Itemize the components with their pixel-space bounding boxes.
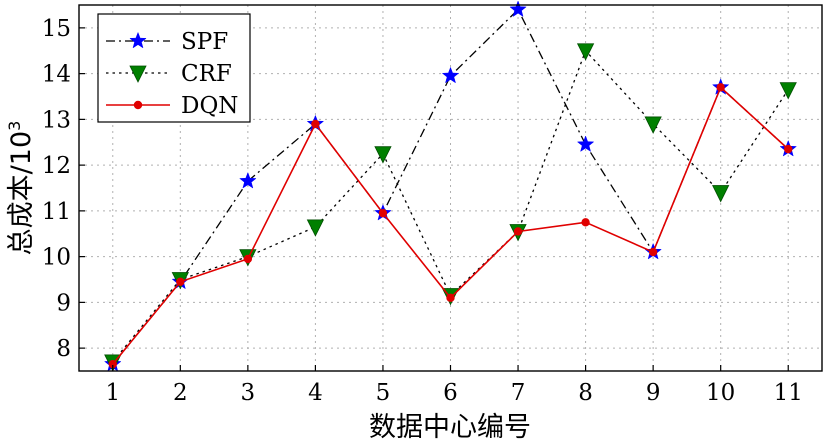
x-tick-label: 2 [173, 380, 188, 406]
x-axis-label: 数据中心编号 [369, 412, 531, 443]
series-line [112, 85, 789, 365]
x-tick-label: 1 [105, 380, 120, 406]
marker-star [129, 31, 147, 49]
x-tick-label: 7 [511, 380, 526, 406]
series-dqn [108, 83, 793, 369]
x-tick-label: 11 [774, 380, 803, 406]
x-tick-label: 9 [646, 380, 661, 406]
marker-star [576, 135, 595, 152]
marker-circle [513, 227, 523, 236]
y-axis-label-sup: 3 [5, 121, 24, 131]
grid [79, 5, 822, 371]
marker-circle [176, 277, 185, 286]
legend-item: SPF [106, 29, 228, 55]
y-tick-label: 15 [42, 16, 71, 42]
legend-box [97, 13, 251, 123]
marker-circle [243, 254, 253, 264]
legend-label: CRF [181, 61, 232, 87]
y-tick-label: 10 [42, 245, 71, 271]
y-tick-label: 13 [42, 107, 71, 133]
marker-circle [133, 100, 143, 110]
y-tick-label: 9 [56, 290, 71, 316]
x-tick-label: 3 [241, 380, 256, 406]
marker-star [441, 66, 460, 84]
marker-star [239, 171, 257, 189]
marker-circle [716, 83, 725, 92]
y-tick-label: 11 [42, 199, 71, 225]
x-tick-label: 4 [308, 380, 323, 406]
x-tick-label: 6 [443, 380, 458, 406]
legend-item: CRF [106, 61, 232, 87]
x-tick-label: 5 [376, 380, 391, 406]
legend-label: SPF [181, 29, 228, 55]
marker-triangle [712, 185, 730, 203]
legend-item: DQN [106, 93, 238, 119]
marker-circle [581, 218, 590, 227]
y-tick-label: 12 [42, 153, 71, 179]
marker-circle [311, 119, 320, 129]
marker-circle [648, 247, 658, 257]
y-tick-label: 14 [42, 62, 71, 88]
marker-triangle [644, 116, 662, 134]
legend: SPF CRF DQN [97, 13, 251, 123]
y-axis-label: 总成本/103 [5, 121, 37, 256]
marker-triangle [576, 43, 595, 61]
x-tick-label: 8 [578, 380, 593, 406]
legend-label: DQN [181, 93, 238, 119]
marker-circle [784, 144, 793, 154]
marker-star [509, 0, 527, 18]
marker-triangle [374, 146, 392, 164]
y-axis-label-main: 总成本/10 [6, 131, 37, 255]
marker-circle [108, 359, 117, 369]
y-tick-label: 8 [56, 336, 71, 362]
marker-circle [378, 208, 388, 218]
marker-triangle [779, 82, 797, 100]
x-tick-label: 10 [706, 380, 735, 406]
marker-triangle [129, 65, 147, 83]
series-layer [104, 0, 797, 372]
marker-triangle [306, 219, 325, 237]
marker-circle [446, 293, 455, 302]
